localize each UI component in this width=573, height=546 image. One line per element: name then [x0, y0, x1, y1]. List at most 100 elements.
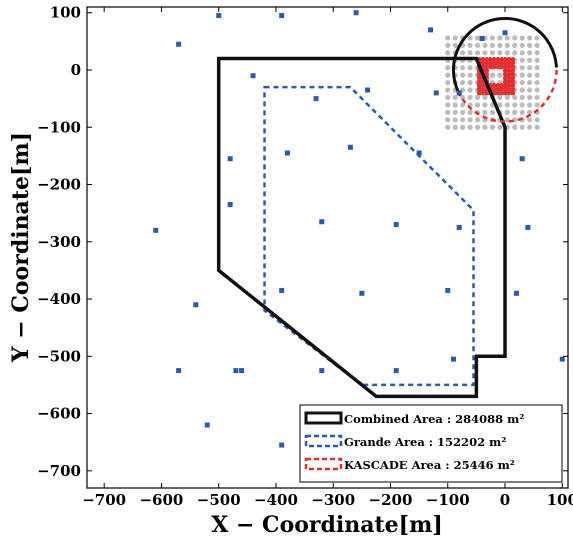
kascade-core-dot — [476, 90, 482, 96]
kascade-core-dot — [502, 68, 508, 73]
grande-station-point — [393, 222, 399, 228]
kascade-grid-dot — [452, 42, 458, 48]
kascade-core-dot — [491, 83, 497, 88]
kascade-core-dot — [480, 60, 486, 66]
kascade-grid-dot — [512, 42, 518, 48]
x-tick-label: −300 — [311, 491, 355, 509]
kascade-core-dot — [506, 79, 512, 85]
kascade-grid-dot — [482, 124, 488, 130]
kascade-grid-dot — [534, 42, 540, 48]
grande-station-point — [279, 287, 285, 293]
y-axis-label: Y − Coordinate[m] — [8, 132, 34, 363]
kascade-grid-dot — [482, 94, 488, 101]
kascade-grid-dot — [519, 109, 525, 115]
kascade-grid-dot — [489, 42, 496, 48]
kascade-grid-dot — [467, 72, 473, 78]
kascade-core-dot — [499, 64, 504, 70]
kascade-grid-dot — [467, 65, 473, 71]
grande-station-point — [319, 368, 325, 374]
kascade-grid-dot — [489, 72, 496, 78]
kascade-grid-dot — [534, 35, 540, 41]
grande-station-point — [313, 96, 319, 102]
kascade-core-dot — [502, 56, 508, 62]
kascade-grid-dot — [534, 57, 540, 63]
grande-station-point — [216, 13, 222, 19]
kascade-core-dot — [495, 86, 501, 92]
kascade-grid-dot — [512, 109, 518, 115]
kascade-core-dot — [495, 60, 501, 66]
grande-station-point — [393, 368, 399, 374]
grande-station-point — [365, 87, 371, 93]
kascade-core-dot — [506, 75, 512, 81]
kascade-core-dot — [510, 56, 516, 62]
kascade-grid-dot — [534, 72, 540, 78]
kascade-grid-dot — [445, 35, 451, 41]
x-tick-label: −700 — [82, 491, 126, 509]
kascade-grid-dot — [460, 109, 466, 115]
kascade-core-dot — [506, 60, 512, 66]
kascade-grid-dot — [534, 50, 540, 56]
legend-label-kascade: KASCADE Area : 25446 m² — [344, 458, 515, 472]
kascade-grid-dot — [497, 102, 503, 108]
kascade-core-dot — [502, 86, 508, 92]
kascade-grid-dot — [534, 94, 540, 101]
kascade-core-dot — [480, 86, 486, 92]
kascade-grid-dot — [497, 124, 503, 130]
kascade-grid-dot — [467, 117, 473, 123]
kascade-grid-dot — [519, 72, 525, 78]
kascade-grid-dot — [527, 94, 533, 101]
kascade-grid-dot — [445, 117, 451, 123]
grande-station-point — [519, 156, 525, 162]
kascade-grid-dot — [527, 57, 533, 63]
kascade-core-dot — [480, 90, 486, 96]
grande-station-point — [513, 290, 519, 296]
kascade-grid-dot — [527, 42, 533, 48]
kascade-grid-dot — [519, 42, 525, 48]
kascade-grid-dot — [489, 109, 496, 115]
kascade-core-dot — [491, 56, 497, 62]
kascade-grid-dot — [445, 42, 451, 48]
kascade-core-dot — [484, 64, 490, 70]
kascade-core-dot — [506, 83, 512, 88]
y-tick-label: −500 — [37, 347, 81, 365]
kascade-grid-dot — [504, 117, 510, 123]
kascade-core-dot — [502, 60, 508, 66]
kascade-core-dot — [506, 86, 512, 92]
kascade-grid-dot — [489, 35, 496, 41]
kascade-grid-dot — [527, 35, 533, 41]
x-tick-label: −100 — [426, 491, 470, 509]
kascade-grid-dot — [460, 50, 466, 56]
grande-station-point — [239, 368, 245, 374]
kascade-core-dot — [495, 90, 501, 96]
y-tick-layer: 100 0 −100 −200 −300 −400 −500 −600 −700 — [37, 4, 568, 480]
kascade-grid-dot — [527, 79, 533, 86]
kascade-core-dot — [502, 79, 508, 85]
kascade-grid-dot — [504, 42, 510, 48]
kascade-core-dot — [480, 83, 486, 88]
kascade-core-dot — [499, 83, 504, 88]
kascade-core-dot — [499, 56, 504, 62]
kascade-grid-dot — [519, 79, 525, 86]
kascade-core-dot — [510, 60, 516, 66]
kascade-grid-dot — [474, 102, 481, 108]
kascade-grid-dot — [460, 124, 466, 130]
kascade-grid-dot — [519, 94, 525, 101]
kascade-grid-dot — [534, 65, 540, 71]
kascade-grid-dot — [512, 94, 518, 101]
kascade-grid-dot — [460, 102, 466, 108]
kascade-core-dot — [502, 64, 508, 70]
kascade-core-dot — [484, 56, 490, 62]
kascade-core-dot — [510, 90, 516, 96]
kascade-grid-dot — [452, 35, 458, 41]
kascade-grid-dot — [504, 94, 510, 101]
grande-station-point — [227, 156, 233, 162]
kascade-core-dot — [484, 71, 490, 77]
grande-station-point — [559, 356, 565, 362]
grande-station-point — [428, 27, 434, 33]
kascade-core-dot — [495, 83, 501, 88]
grande-station-point — [227, 202, 233, 208]
kascade-grid-dot — [452, 102, 458, 108]
grande-station-point — [433, 90, 439, 96]
kascade-grid-dot — [474, 50, 481, 56]
